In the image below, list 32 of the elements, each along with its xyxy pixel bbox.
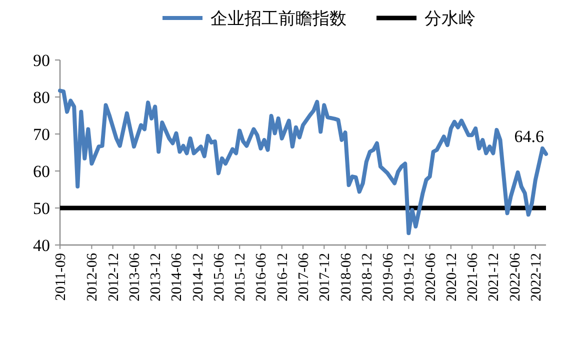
x-tick-label: 2013-12 (148, 253, 164, 302)
x-tick-label: 2015-06 (211, 253, 228, 302)
x-tick-label: 2016-06 (254, 253, 270, 302)
x-tick-label: 2013-06 (126, 253, 143, 302)
x-tick-label: 2014-12 (190, 253, 206, 302)
x-tick-label: 2014-06 (169, 253, 186, 302)
x-tick-label: 2022-06 (507, 253, 524, 302)
annotation: 64.6 (514, 126, 544, 146)
x-tick-label: 2020-06 (422, 253, 439, 302)
y-tick-label: 90 (33, 51, 50, 70)
legend-label: 分水岭 (424, 9, 476, 29)
x-tick-label: 2017-12 (317, 253, 334, 302)
x-tick-label: 2012-12 (106, 253, 122, 302)
y-tick-label: 80 (33, 88, 50, 107)
legend-label: 企业招工前瞻指数 (210, 9, 346, 29)
x-tick-label: 2021-12 (486, 253, 502, 302)
x-tick-label: 2016-12 (274, 253, 291, 302)
x-tick-label: 2017-06 (296, 253, 312, 302)
x-tick-label: 2012-06 (84, 253, 101, 302)
y-tick-label: 60 (33, 162, 50, 181)
x-tick-label: 2022-12 (528, 253, 544, 302)
y-tick-label: 50 (33, 199, 50, 218)
x-tick-label: 2020-12 (444, 253, 460, 302)
x-tick-label: 2015-12 (232, 253, 249, 302)
x-tick-label: 2021-06 (465, 253, 482, 302)
x-tick-label: 2019-12 (402, 253, 418, 302)
y-tick-label: 40 (33, 236, 50, 255)
x-tick-label: 2018-12 (359, 253, 376, 302)
y-tick-label: 70 (33, 125, 50, 144)
x-tick-label: 2019-06 (380, 253, 397, 302)
x-tick-label: 2018-06 (338, 253, 354, 302)
x-tick-label: 2011-09 (53, 253, 69, 301)
